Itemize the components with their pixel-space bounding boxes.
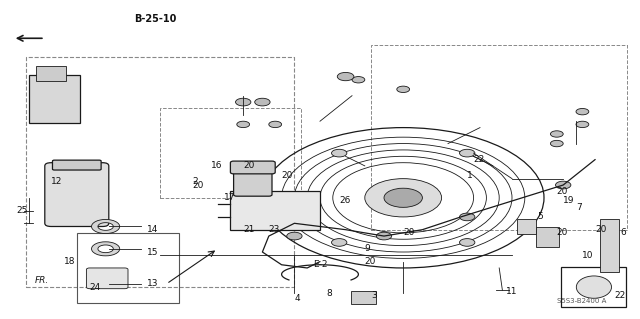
Circle shape xyxy=(337,72,354,81)
Text: FR.: FR. xyxy=(35,276,49,285)
Text: 20: 20 xyxy=(595,225,607,234)
Circle shape xyxy=(332,239,347,246)
Circle shape xyxy=(556,181,571,189)
Text: B-25-10: B-25-10 xyxy=(134,14,177,24)
FancyBboxPatch shape xyxy=(230,191,320,230)
Text: E-2: E-2 xyxy=(314,260,328,269)
Circle shape xyxy=(237,121,250,128)
FancyBboxPatch shape xyxy=(536,227,559,247)
Circle shape xyxy=(332,149,347,157)
Text: 21: 21 xyxy=(243,225,255,234)
Text: 12: 12 xyxy=(51,177,63,186)
FancyBboxPatch shape xyxy=(351,291,376,304)
Text: 17: 17 xyxy=(224,193,236,202)
Text: 22: 22 xyxy=(474,155,485,164)
Text: 10: 10 xyxy=(582,251,594,260)
Circle shape xyxy=(287,232,302,240)
Text: 26: 26 xyxy=(339,197,351,205)
Text: 7: 7 xyxy=(576,203,582,212)
Text: 20: 20 xyxy=(192,181,204,189)
Text: 24: 24 xyxy=(90,283,101,292)
FancyBboxPatch shape xyxy=(234,167,272,196)
FancyBboxPatch shape xyxy=(29,75,80,123)
Circle shape xyxy=(236,98,251,106)
Circle shape xyxy=(352,77,365,83)
Text: 22: 22 xyxy=(614,291,626,300)
Text: 6: 6 xyxy=(621,228,627,237)
Ellipse shape xyxy=(577,276,612,298)
Text: 20: 20 xyxy=(403,228,415,237)
Text: 5: 5 xyxy=(538,212,543,221)
Wedge shape xyxy=(92,219,120,234)
Circle shape xyxy=(376,232,392,240)
Text: 2: 2 xyxy=(192,177,198,186)
Text: 16: 16 xyxy=(211,161,223,170)
Circle shape xyxy=(550,140,563,147)
Circle shape xyxy=(576,108,589,115)
Text: 25: 25 xyxy=(16,206,28,215)
Text: 8: 8 xyxy=(326,289,332,298)
Text: 4: 4 xyxy=(294,294,300,303)
Circle shape xyxy=(269,121,282,128)
Circle shape xyxy=(460,149,475,157)
FancyBboxPatch shape xyxy=(600,219,619,272)
Circle shape xyxy=(397,86,410,93)
Circle shape xyxy=(576,121,589,128)
Text: 11: 11 xyxy=(506,287,517,296)
Text: 19: 19 xyxy=(563,197,575,205)
Circle shape xyxy=(460,213,475,221)
Text: 20: 20 xyxy=(557,228,568,237)
FancyBboxPatch shape xyxy=(36,66,66,81)
Text: 13: 13 xyxy=(147,279,159,288)
Text: 9: 9 xyxy=(365,244,371,253)
FancyBboxPatch shape xyxy=(517,219,536,234)
Text: 20: 20 xyxy=(282,171,293,180)
Wedge shape xyxy=(92,242,120,256)
Text: 20: 20 xyxy=(557,187,568,196)
Text: 20: 20 xyxy=(365,257,376,266)
Circle shape xyxy=(550,131,563,137)
Text: 15: 15 xyxy=(147,248,159,256)
Text: S5S3-B2400 A: S5S3-B2400 A xyxy=(557,299,606,304)
Text: 18: 18 xyxy=(64,257,76,266)
Text: 3: 3 xyxy=(371,291,377,300)
Text: 1: 1 xyxy=(467,171,473,180)
Text: 23: 23 xyxy=(269,225,280,234)
Circle shape xyxy=(365,179,442,217)
FancyBboxPatch shape xyxy=(86,268,128,289)
Circle shape xyxy=(460,239,475,246)
Circle shape xyxy=(255,98,270,106)
FancyBboxPatch shape xyxy=(45,163,109,226)
FancyBboxPatch shape xyxy=(230,161,275,174)
Text: 20: 20 xyxy=(243,161,255,170)
Text: 14: 14 xyxy=(147,225,159,234)
Circle shape xyxy=(384,188,422,207)
FancyBboxPatch shape xyxy=(52,160,101,170)
